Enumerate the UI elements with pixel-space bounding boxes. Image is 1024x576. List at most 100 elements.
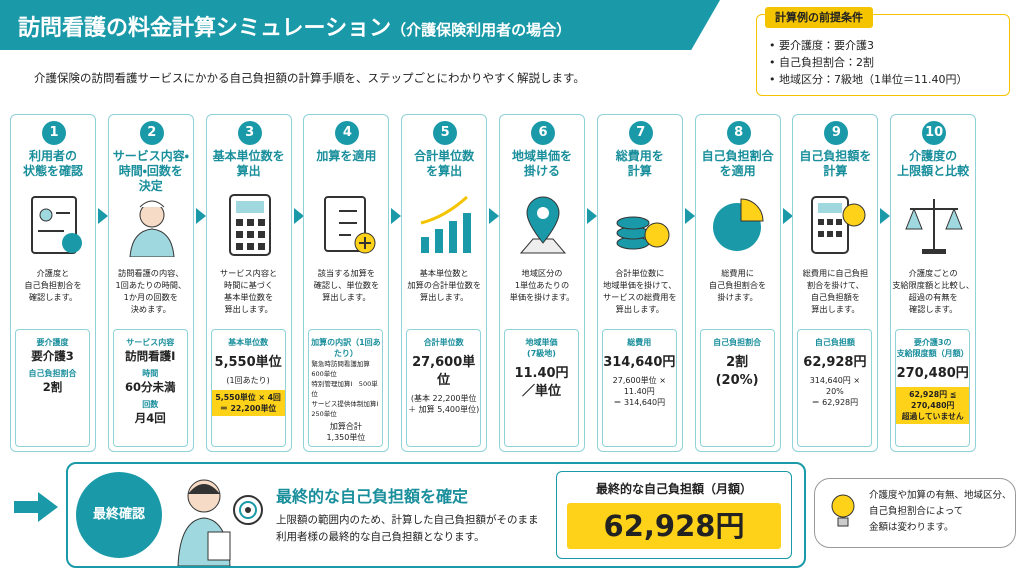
final-text: 上限額の範囲内のため、計算した自己負担額がそのまま 利用者様の最終的な自己負担額… <box>276 514 539 543</box>
step-number: 8 <box>726 121 751 145</box>
final-badge: 最終確認 <box>76 472 162 558</box>
step-box: 総費用 314,640円 27,600単位 × 11.40円 ＝ 314,640円 <box>601 329 677 447</box>
step-number: 2 <box>139 121 164 145</box>
step-title: 加算を適用 <box>316 149 377 163</box>
step-card: 1 利用者の 状態を確認 介護度と 自己負担割合を 確認します。 要介護度 要介護3 自己… <box>10 114 96 452</box>
step-card: 8 自己負担割合 を適用 総費用に 自己負担割合を 掛けます。 自己負担割合 2割 (2… <box>694 114 781 452</box>
box-row: サービス提供体制加算Ⅰ 250単位 <box>311 400 379 418</box>
final-arrow <box>14 492 58 522</box>
step-arrow <box>489 208 500 224</box>
step-number: 10 <box>922 121 947 145</box>
title: 訪問看護の料金計算シミュレーション（介護保険利用者の場合） <box>18 10 571 42</box>
step-card: 10 介護度の 上限額と比較介護度ごとの 支給限度額と比較し、 超過の有無を 確認… <box>890 114 977 452</box>
step-arrow <box>98 208 108 224</box>
step-icon <box>616 216 670 250</box>
condition-item: • 要介護度：要介護3 <box>769 39 874 52</box>
step-number: 1 <box>42 121 66 145</box>
box-highlight: 62,928円 ≦ 270,480円 超過していません <box>896 387 970 424</box>
step-description: 介護度ごとの 支給限度額と比較し、 超過の有無を 確認します。 <box>892 268 975 314</box>
step-card: 4 加算を適用該当する加算を 確認し、単位数を 算出します。加算の内訳（1回あたり… <box>303 114 390 452</box>
bulb-icon <box>831 494 855 527</box>
step-title: 介護度の 上限額と比較 <box>897 149 970 178</box>
step-box: 基本単位数 5,550単位 (1回あたり) 5,550単位 × 4回 ＝ 22,200… <box>210 329 286 447</box>
step-title: 基本単位数を 算出 <box>212 149 285 178</box>
condition-item: • 地域区分：7級地（1単位＝11.40円） <box>769 73 968 86</box>
step-box: 自己負担額 62,928円 314,640円 × 20% ＝ 62,928円 <box>797 329 873 447</box>
box-label: 要介護度 <box>36 338 69 347</box>
box-label: 合計単位数 <box>423 338 464 347</box>
step-card: 3 基本単位数を 算出 サービス内容と 時間に基づく 基本単位数を 算出します。 基本… <box>205 114 292 452</box>
final-illustration <box>177 479 263 566</box>
step-title: 自己負担割合 を適用 <box>701 149 774 178</box>
box-label: 加算の内訳（1回あたり） <box>311 338 381 358</box>
step-icon <box>324 196 376 254</box>
step-icon <box>420 195 472 253</box>
box-highlight: 5,550単位 × 4回 ＝ 22,200単位 <box>211 390 285 416</box>
step-description: 総費用に自己負担 割合を掛けて、 自己負担額を 算出します。 <box>802 268 869 314</box>
step-arrow <box>195 208 206 224</box>
conditions-title: 計算例の前提条件 <box>765 7 873 28</box>
box-note: 加算合計 1,350単位 <box>326 422 366 442</box>
box-value: 60分未満 <box>125 380 176 394</box>
box-note: (基本 22,200単位 ＋ 加算 5,400単位) <box>408 394 480 414</box>
box-label: 地域単価 (7級地) <box>525 338 558 358</box>
box-label: 自己負担割合 <box>713 338 762 347</box>
final-amount-box: 最終的な自己負担額（月額） 62,928円 <box>556 471 792 559</box>
box-row: 緊急時訪問看護加算 600単位 <box>311 360 377 378</box>
step-box: 自己負担割合 2割 (20%) <box>699 329 775 447</box>
step-box: 地域単価 (7級地) 11.40円 ／単位 <box>504 329 579 447</box>
header-band <box>0 0 720 50</box>
step-card: 2 サービス内容・ 時間・回数を 決定 訪問看護の内容、 1回あたりの時間、 1か月… <box>107 114 194 452</box>
title-text: 訪問看護の料金計算シミュレーション <box>18 16 392 41</box>
box-label: 自己負担額 <box>814 338 855 347</box>
step-box: 合計単位数 27,600単位 (基本 22,200単位 ＋ 加算 5,400単位) <box>406 329 482 447</box>
step-number: 3 <box>237 121 262 145</box>
box-value: 2割 <box>42 380 63 394</box>
box-big: 314,640円 <box>603 355 676 370</box>
step-description: 介護度と 自己負担割合を 確認します。 <box>24 268 82 302</box>
box-value: 訪問看護Ⅰ <box>125 349 176 363</box>
box-value: 要介護3 <box>31 349 74 363</box>
step-card: 9 自己負担額を 計算 総費用に自己負担 割合を掛けて、 自己負担額を 算出します。… <box>792 114 879 452</box>
subtitle: （介護保険利用者の場合） <box>391 21 572 39</box>
step-card: 5 合計単位数 を算出 基本単位数と 加算の合計単位数を 算出します。 合計単位数 27… <box>401 114 488 452</box>
step-icon <box>811 196 866 254</box>
final-panel <box>66 462 806 568</box>
step-number: 4 <box>335 121 360 145</box>
step-arrow <box>293 208 304 224</box>
step-icon <box>129 200 175 257</box>
step-description: 地域区分の 1単位あたりの 単価を掛けます。 <box>509 268 575 302</box>
step-box: 加算の内訳（1回あたり） 緊急時訪問看護加算 600単位 特別管理加算Ⅰ 500単位… <box>308 329 384 447</box>
box-label: サービス内容 <box>126 338 175 347</box>
box-value: 月4回 <box>134 411 166 425</box>
step-arrow <box>391 208 402 224</box>
step-arrow <box>587 208 597 224</box>
conditions: 計算例の前提条件 • 要介護度：要介護3 • 自己負担割合：2割 • 地域区分：… <box>756 7 1010 96</box>
step-card: 7 総費用を 計算合計単位数に 地域単価を掛けて、 サービスの総費用を 算出します… <box>596 114 683 452</box>
step-arrow <box>880 208 891 224</box>
box-label: 総費用 <box>627 338 652 347</box>
box-big: 270,480円 <box>896 366 969 381</box>
step-title: サービス内容・ 時間・回数を 決定 <box>112 149 189 193</box>
step-number: 5 <box>433 121 458 145</box>
condition-text: 要介護度：要介護3 <box>779 39 874 52</box>
step-icon <box>905 199 963 254</box>
step-number: 7 <box>628 121 653 145</box>
box-big: 62,928円 <box>803 355 867 370</box>
box-note: 27,600単位 × 11.40円 ＝ 314,640円 <box>612 376 666 407</box>
step-title: 合計単位数 を算出 <box>414 149 475 178</box>
box-big: 2割 (20%) <box>715 355 759 388</box>
condition-text: 地域区分：7級地（1単位＝11.40円） <box>779 73 968 86</box>
box-note: 314,640円 × 20% ＝ 62,928円 <box>809 376 861 407</box>
box-note: (1回あたり) <box>226 376 270 385</box>
final-amount-label: 最終的な自己負担額（月額） <box>595 482 752 496</box>
step-description: 該当する加算を 確認し、単位数を 算出します。 <box>313 268 380 302</box>
box-label: 自己負担割合 <box>28 369 77 378</box>
step-description: 合計単位数に 地域単価を掛けて、 サービスの総費用を 算出します。 <box>602 268 677 314</box>
step-title: 総費用を 計算 <box>615 149 664 178</box>
step-icon <box>228 194 271 256</box>
condition-text: 自己負担割合：2割 <box>779 56 874 69</box>
box-label: 回数 <box>142 400 159 409</box>
